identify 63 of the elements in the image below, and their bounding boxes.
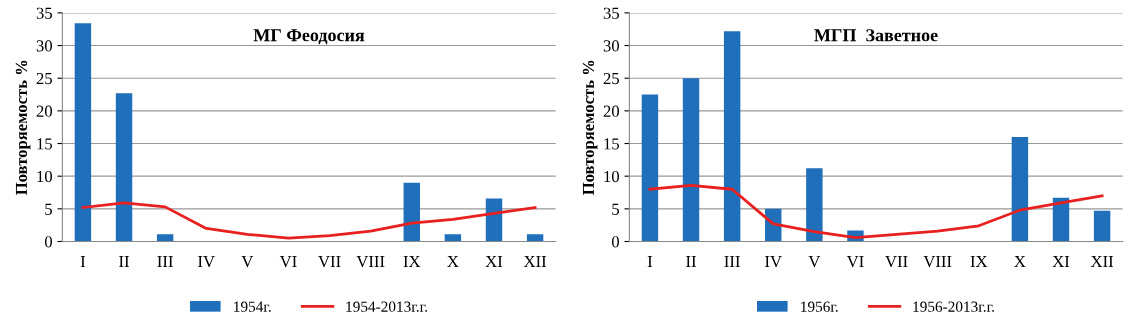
x-tick-label: V — [808, 256, 821, 268]
y-tick-label: 15 — [604, 138, 619, 150]
y-tick-label: 30 — [36, 40, 53, 52]
x-tick-label: XII — [523, 256, 547, 267]
x-tick-label: VII — [318, 256, 341, 268]
bar — [526, 234, 544, 242]
y-tick-label: 10 — [37, 170, 53, 183]
y-tick-label: 10 — [604, 170, 620, 183]
bar — [1093, 210, 1111, 242]
y-tick-label: 0 — [611, 236, 620, 248]
bar — [74, 23, 92, 242]
bar — [444, 234, 462, 242]
x-tick-label: III — [724, 256, 740, 267]
bar — [485, 198, 503, 242]
y-tick-label: 25 — [36, 72, 52, 85]
bar — [806, 168, 823, 242]
line-series — [81, 201, 537, 240]
y-axis-title: Повторяемость % — [582, 60, 598, 195]
x-tick-label: VI — [279, 256, 297, 268]
x-tick-label: II — [686, 256, 696, 267]
line-series — [648, 183, 1104, 239]
x-tick-label: III — [157, 256, 173, 267]
x-tick-label: IX — [403, 256, 421, 267]
legend-label: 1954-2013г.г. — [346, 301, 427, 312]
x-tick-label: II — [119, 256, 129, 267]
x-tick-label: VIII — [356, 256, 385, 268]
text: МГ Феодосия — [253, 29, 365, 45]
x-tick-label: XI — [485, 256, 503, 267]
x-tick-label: I — [647, 256, 653, 267]
y-tick-label: 35 — [603, 7, 619, 19]
bar — [641, 94, 659, 242]
x-tick-label: XII — [1090, 256, 1114, 267]
x-tick-label: X — [1014, 256, 1026, 267]
x-tick-label: X — [447, 256, 459, 267]
x-tick-label: VI — [846, 256, 864, 268]
y-tick-label: 15 — [37, 138, 52, 150]
y-axis-title: Повторяемость % — [15, 60, 31, 195]
y-tick-label: 5 — [45, 203, 52, 215]
y-tick-label: 5 — [612, 203, 619, 215]
legend-label: 1954г. — [234, 301, 271, 312]
bar — [723, 31, 741, 242]
y-tick-label: 20 — [603, 105, 620, 117]
x-tick-label: IV — [765, 256, 782, 268]
x-tick-label: V — [241, 256, 254, 268]
bar — [115, 93, 133, 242]
y-tick-label: 30 — [603, 40, 620, 52]
x-tick-label: IX — [970, 256, 988, 267]
legend-label: 1956-2013г.г. — [913, 301, 994, 312]
bar — [1011, 136, 1029, 242]
y-tick-label: 25 — [603, 72, 619, 85]
x-tick-label: IV — [198, 256, 215, 268]
x-tick-label: I — [80, 256, 86, 267]
legend-label: 1956г. — [801, 301, 838, 312]
x-tick-label: XI — [1052, 256, 1070, 267]
y-tick-label: 20 — [36, 105, 53, 117]
bar — [682, 78, 700, 242]
y-tick-label: 0 — [44, 236, 53, 248]
x-tick-label: VIII — [923, 256, 952, 268]
bar — [403, 182, 421, 242]
text: МГП Заветное — [814, 29, 938, 42]
x-tick-label: VII — [885, 256, 908, 268]
y-tick-label: 35 — [36, 7, 52, 19]
bar — [156, 234, 174, 242]
